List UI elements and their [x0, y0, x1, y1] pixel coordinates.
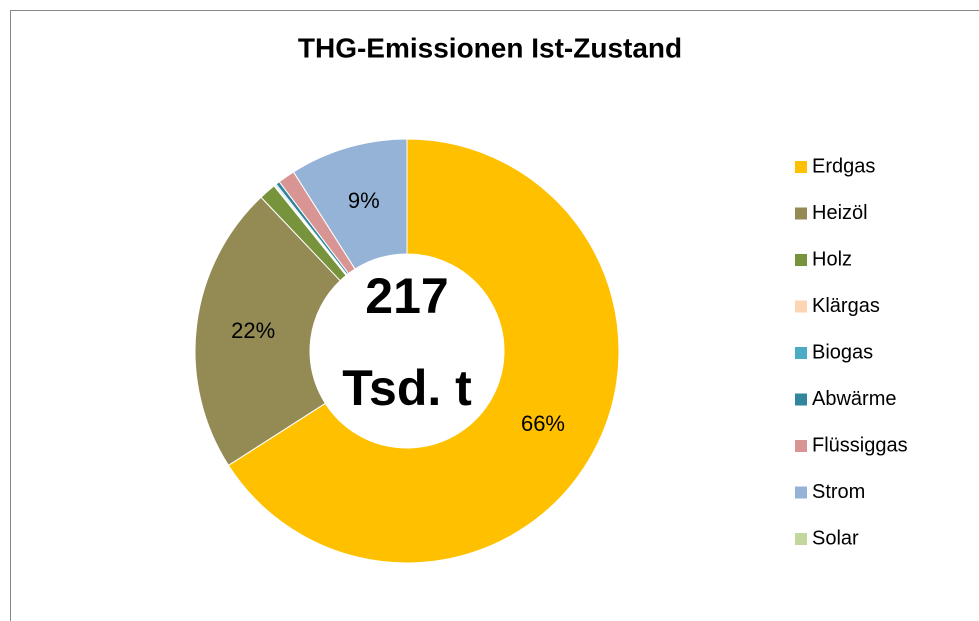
legend-label: Heizöl	[812, 202, 868, 224]
legend-swatch	[795, 486, 807, 499]
data-label: 22%	[231, 318, 275, 343]
legend-label: Strom	[812, 481, 865, 503]
legend-swatch	[795, 254, 807, 266]
chart-title: THG-Emissionen Ist-Zustand	[298, 32, 682, 63]
legend-label: Erdgas	[812, 155, 875, 177]
legend-label: Flüssiggas	[812, 434, 908, 456]
legend-swatch	[795, 347, 807, 359]
legend-label: Solar	[812, 527, 859, 549]
legend-label: Holz	[812, 248, 852, 270]
donut-slice	[194, 196, 341, 467]
donut-slice	[227, 138, 620, 564]
legend-label: Abwärme	[812, 388, 896, 410]
legend-swatch	[795, 533, 807, 545]
donut-slice	[292, 138, 408, 270]
data-label: 9%	[348, 188, 380, 213]
legend-swatch	[795, 440, 807, 452]
legend-swatch	[795, 300, 807, 313]
center-label: 217	[365, 268, 448, 324]
legend-swatch	[795, 161, 807, 173]
legend-swatch	[795, 207, 807, 220]
legend-label: Biogas	[812, 341, 873, 363]
data-label: 66%	[521, 411, 565, 436]
legend-swatch	[795, 393, 807, 406]
legend-label: Klärgas	[812, 295, 880, 317]
center-label: Tsd. t	[342, 360, 472, 416]
